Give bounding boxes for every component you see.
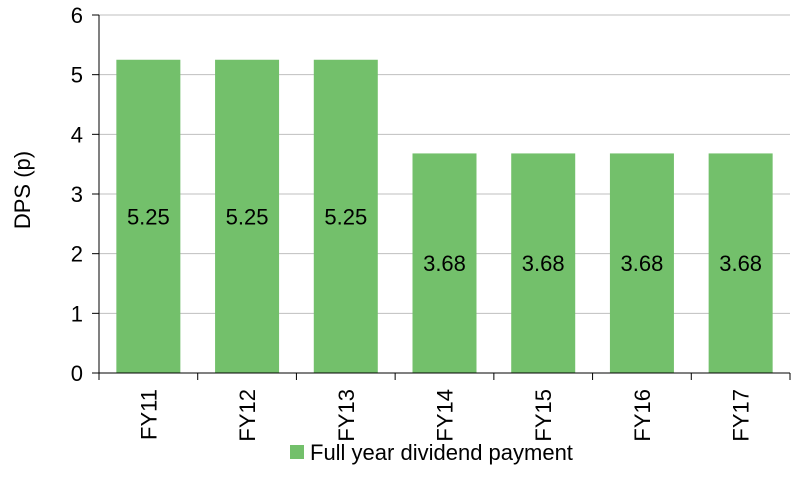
bars: [116, 59, 773, 373]
y-tick-label: 4: [71, 122, 83, 147]
data-label-fy15: 3.68: [522, 251, 565, 276]
x-tick-label-fy12: FY12: [235, 389, 260, 442]
data-labels: 5.25 5.25 5.25 3.68 3.68 3.68 3.68: [127, 204, 762, 276]
legend-swatch: [290, 445, 304, 459]
y-axis-title: DPS (p): [10, 151, 35, 229]
y-tick-label: 3: [71, 182, 83, 207]
x-tick-label-fy11: FY11: [136, 389, 161, 440]
data-label-fy11: 5.25: [127, 204, 170, 229]
axes: [92, 14, 791, 380]
bar-fy16: [609, 153, 674, 373]
y-tick-labels: 0 1 2 3 4 5 6: [71, 3, 83, 386]
data-label-fy14: 3.68: [423, 251, 466, 276]
y-tick-label: 0: [71, 361, 83, 386]
data-label-fy12: 5.25: [226, 204, 269, 229]
x-tick-label-fy13: FY13: [334, 389, 359, 442]
data-label-fy17: 3.68: [719, 251, 762, 276]
bar-fy17: [708, 153, 773, 373]
legend-label: Full year dividend payment: [310, 440, 573, 465]
data-label-fy13: 5.25: [324, 204, 367, 229]
x-tick-label-fy17: FY17: [729, 389, 754, 442]
bar-fy11: [116, 59, 181, 373]
x-tick-labels: FY11 FY12 FY13 FY14 FY15 FY16 FY17: [136, 389, 753, 442]
bar-fy14: [412, 153, 477, 373]
data-label-fy16: 3.68: [621, 251, 664, 276]
y-tick-label: 5: [71, 63, 83, 88]
bar-fy15: [511, 153, 576, 373]
x-tick-label-fy14: FY14: [433, 389, 458, 442]
x-tick-label-fy15: FY15: [531, 389, 556, 442]
y-tick-label: 2: [71, 242, 83, 267]
y-tick-label: 1: [71, 301, 83, 326]
legend: Full year dividend payment: [290, 440, 573, 465]
bar-fy13: [313, 59, 378, 373]
bar-fy12: [215, 59, 280, 373]
y-tick-label: 6: [71, 3, 83, 28]
x-tick-label-fy16: FY16: [630, 389, 655, 442]
